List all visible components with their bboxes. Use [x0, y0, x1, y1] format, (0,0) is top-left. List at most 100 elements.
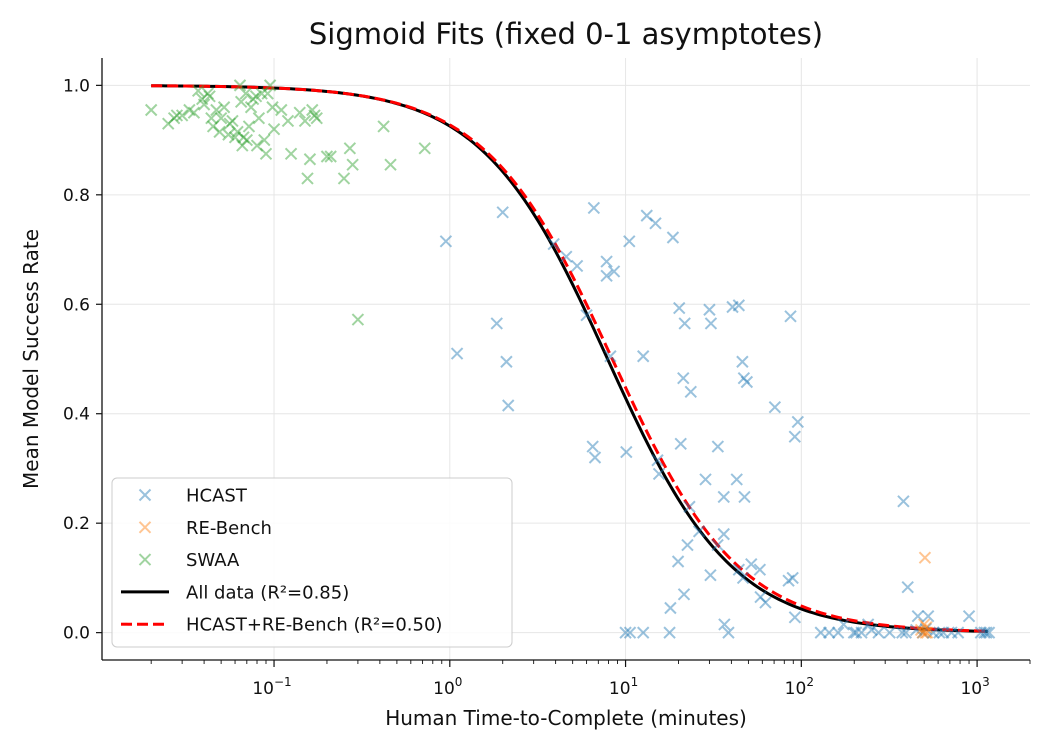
- y-tick-label: 0.0: [63, 624, 90, 644]
- scatter-point: [167, 111, 181, 125]
- scatter-point: [699, 473, 712, 486]
- scatter-point: [197, 98, 211, 111]
- ticks: 0.0 0.2 0.4 0.6 0.8 1.0 10−1 100 101 102 103: [63, 76, 1031, 699]
- scatter-point: [678, 317, 691, 330]
- chart-title: Sigmoid Fits (fixed 0-1 asymptotes): [309, 17, 823, 51]
- scatter-point: [722, 626, 735, 639]
- scatter-point: [337, 172, 351, 185]
- scatter-point: [791, 415, 805, 429]
- scatter-point: [919, 626, 932, 639]
- scatter-point: [872, 626, 885, 639]
- x-tick-label: 10−1: [252, 675, 291, 699]
- scatter-point: [978, 626, 991, 639]
- scatter-point: [547, 237, 560, 251]
- legend-marker: [138, 553, 152, 566]
- scatter-points: [144, 79, 996, 639]
- scatter-point: [237, 131, 250, 144]
- scatter-point: [620, 445, 633, 459]
- scatter-point: [203, 90, 216, 103]
- scatter-point: [911, 610, 925, 623]
- scatter-point: [666, 231, 680, 244]
- scatter-point: [418, 142, 431, 155]
- scatter-point: [636, 350, 650, 363]
- scatter-point: [738, 490, 751, 504]
- scatter-point: [897, 495, 910, 508]
- scatter-point: [951, 626, 965, 639]
- scatter-point: [717, 527, 730, 541]
- scatter-point: [849, 626, 863, 639]
- scatter-point: [704, 568, 717, 582]
- scatter-point: [677, 371, 690, 385]
- x-axis-label: Human Time-to-Complete (minutes): [385, 706, 747, 730]
- y-tick-label: 1.0: [63, 76, 90, 96]
- scatter-point: [175, 109, 189, 122]
- scatter-point: [974, 626, 988, 639]
- x-tick-label: 101: [609, 675, 638, 699]
- scatter-point: [324, 150, 337, 163]
- x-tick-label: 103: [960, 675, 989, 699]
- scatter-point: [671, 555, 685, 568]
- scatter-point: [920, 620, 933, 634]
- scatter-point: [223, 117, 236, 130]
- scatter-point: [144, 103, 158, 117]
- scatter-point: [651, 454, 664, 467]
- scatter-point: [899, 626, 913, 639]
- scatter-point: [753, 563, 767, 576]
- scatter-point: [837, 618, 850, 631]
- scatter-point: [736, 355, 749, 368]
- scatter-point: [502, 399, 515, 412]
- scatter-point: [980, 626, 993, 639]
- scatter-point: [730, 473, 743, 486]
- scatter-point: [217, 101, 231, 114]
- scatter-point: [711, 538, 724, 552]
- scatter-point: [927, 626, 940, 639]
- scatter-point: [718, 618, 731, 631]
- scatter-point: [920, 626, 934, 639]
- scatter-point: [737, 371, 751, 385]
- scatter-point: [570, 259, 584, 273]
- scatter-point: [962, 610, 976, 623]
- legend-marker: [138, 521, 152, 534]
- x-tick-label: 102: [785, 675, 814, 699]
- scatter-point: [250, 139, 264, 152]
- scatter-point: [231, 125, 244, 139]
- scatter-point: [343, 142, 357, 155]
- scatter-point: [588, 451, 602, 464]
- scatter-point: [284, 147, 298, 160]
- scatter-point: [293, 106, 306, 119]
- legend: HCAST RE-Bench SWAA All data (R²=0.85) HCAST…: [111, 477, 513, 648]
- scatter-point: [210, 103, 223, 117]
- scatter-point: [377, 120, 390, 133]
- scatter-point: [261, 87, 274, 100]
- scatter-point: [640, 209, 653, 222]
- scatter-point: [450, 347, 464, 360]
- scatter-point: [191, 84, 205, 98]
- scatter-point: [205, 111, 218, 125]
- scatter-point: [677, 588, 691, 601]
- scatter-point: [692, 525, 706, 538]
- scatter-point: [684, 385, 697, 399]
- scatter-point: [933, 626, 946, 639]
- scatter-point: [162, 117, 175, 130]
- scatter-point: [346, 158, 359, 171]
- scatter-point: [170, 109, 184, 122]
- scatter-point: [681, 538, 694, 552]
- scatter-point: [213, 125, 226, 139]
- scatter-point: [600, 255, 613, 268]
- scatter-point: [704, 317, 718, 330]
- scatter-point: [717, 490, 730, 504]
- scatter-point: [281, 114, 295, 128]
- scatter-point: [788, 430, 802, 443]
- scatter-point: [918, 551, 932, 564]
- scatter-point: [206, 120, 220, 133]
- scatter-point: [439, 235, 453, 248]
- scatter-point: [726, 300, 739, 314]
- scatter-point: [255, 87, 268, 100]
- scatter-point: [916, 626, 930, 639]
- legend-label: SWAA: [186, 550, 240, 571]
- scatter-point: [201, 87, 215, 100]
- scatter-point: [303, 153, 317, 166]
- scatter-point: [919, 622, 933, 636]
- scatter-point: [496, 206, 509, 219]
- legend-marker: [138, 488, 152, 502]
